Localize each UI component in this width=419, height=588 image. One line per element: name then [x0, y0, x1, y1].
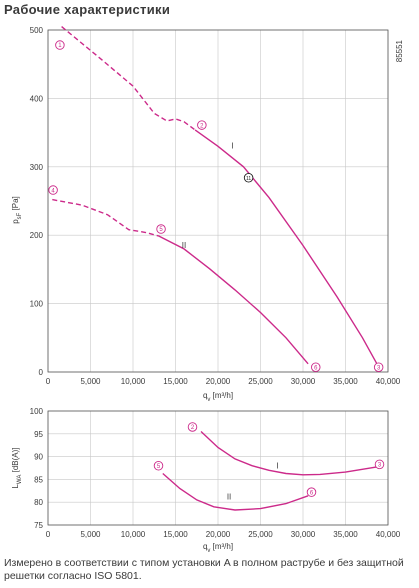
y-tick-label: 200	[30, 231, 44, 240]
marker-circle	[55, 40, 65, 50]
marker-label: 6	[310, 490, 314, 496]
curve-label: II	[182, 241, 186, 250]
marker-5: 5	[156, 224, 166, 234]
marker-circle	[48, 185, 58, 195]
x-tick-label: 0	[46, 530, 51, 539]
curve-II-dashed	[52, 198, 159, 237]
x-tick-label: 15,000	[163, 530, 188, 539]
curve-label: I	[231, 141, 233, 150]
marker-label: 2	[200, 123, 204, 129]
marker-circle	[243, 172, 254, 183]
y-tick-label: 95	[34, 430, 43, 439]
y-tick-label: 85	[34, 475, 43, 484]
marker-circle	[197, 120, 207, 130]
x-tick-label: 40,000	[376, 530, 401, 539]
y-tick-label: 0	[39, 368, 44, 377]
y-axis-label: LWA [dB(A)]	[11, 447, 23, 488]
y-tick-label: 90	[34, 453, 43, 462]
curve-label: I	[276, 461, 278, 470]
x-tick-label: 10,000	[121, 377, 146, 386]
marker-1: 1	[55, 40, 65, 50]
x-tick-label: 40,000	[376, 377, 401, 386]
y-tick-label: 400	[30, 94, 44, 103]
x-tick-label: 35,000	[333, 377, 358, 386]
marker-circle	[311, 362, 321, 372]
curve-I-dashed	[61, 26, 196, 131]
marker-3: 3	[373, 362, 384, 372]
plot-frame	[47, 410, 389, 526]
marker-2: 2	[197, 120, 207, 130]
marker-label: 5	[159, 227, 163, 233]
marker-circle	[373, 362, 384, 372]
x-tick-label: 15,000	[163, 377, 188, 386]
curve-I	[194, 129, 378, 365]
marker-circle	[153, 460, 164, 471]
y-tick-label: 300	[30, 163, 44, 172]
marker-6: 6	[311, 362, 321, 372]
x-tick-label: 20,000	[206, 530, 231, 539]
marker-label: 11	[246, 176, 251, 182]
x-tick-label: 10,000	[121, 530, 146, 539]
marker-circle	[187, 422, 198, 432]
curve-II	[162, 472, 309, 511]
y-tick-label: 80	[34, 498, 43, 507]
charts-canvas: 0 5,000 10,000 15,000 20,000 25,000 30,000 35,0…	[11, 26, 401, 554]
curve-I	[200, 430, 377, 476]
x-axis-label: qv [m³/h]	[203, 542, 233, 554]
marker-label: 3	[378, 463, 382, 469]
marker-label: 1	[58, 43, 62, 49]
marker-5: 5	[153, 460, 164, 471]
x-tick-label: 5,000	[80, 530, 101, 539]
marker-4: 4	[48, 185, 58, 195]
y-tick-label: 100	[30, 407, 44, 416]
x-tick-label: 35,000	[333, 530, 358, 539]
y-tick-label: 75	[34, 521, 43, 530]
curve-label: II	[227, 492, 231, 501]
x-tick-label: 5,000	[80, 377, 101, 386]
marker-circle	[156, 224, 166, 234]
x-axis-label: qv [m³/h]	[203, 391, 233, 403]
y-axis-label: psF [Pa]	[11, 196, 23, 224]
marker-3: 3	[374, 459, 385, 470]
marker-circle	[374, 459, 385, 470]
x-tick-label: 20,000	[206, 377, 231, 386]
x-tick-label: 25,000	[248, 530, 273, 539]
pressure-chart: 0 5,000 10,000 15,000 20,000 25,000 30,000 35,0…	[11, 26, 401, 403]
marker-label: 6	[314, 365, 318, 371]
marker-11: 11	[243, 172, 254, 183]
x-tick-label: 30,000	[291, 377, 316, 386]
marker-2: 2	[187, 422, 198, 432]
plot-frame	[47, 29, 389, 373]
marker-label: 2	[191, 425, 195, 431]
sound-power-chart: 0 5,000 10,000 15,000 20,000 25,000 30,000 35,0…	[11, 407, 401, 554]
curve-II	[158, 235, 309, 365]
page-title: Рабочие характеристики	[4, 2, 171, 17]
marker-label: 4	[51, 188, 55, 194]
marker-circle	[306, 487, 317, 497]
marker-label: 3	[377, 365, 381, 371]
marker-label: 5	[157, 464, 161, 470]
x-tick-label: 30,000	[291, 530, 316, 539]
marker-6: 6	[306, 487, 317, 497]
y-tick-label: 500	[30, 26, 44, 35]
footnote: Измерено в соответствии с типом установк…	[4, 557, 404, 582]
x-tick-label: 0	[46, 377, 51, 386]
y-tick-label: 100	[30, 300, 44, 309]
x-tick-label: 25,000	[248, 377, 273, 386]
